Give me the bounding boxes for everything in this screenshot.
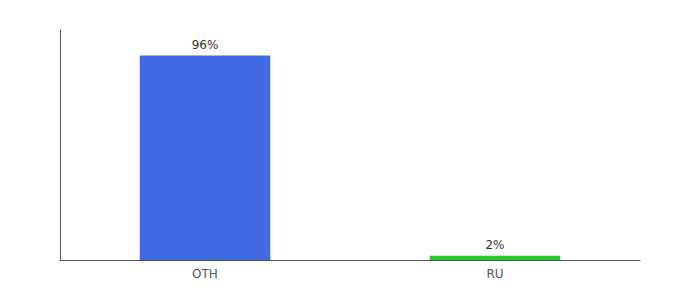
svg-text:2%: 2% xyxy=(485,238,504,252)
svg-text:96%: 96% xyxy=(192,38,219,52)
svg-text:RU: RU xyxy=(486,267,503,281)
svg-text:OTH: OTH xyxy=(192,267,218,281)
